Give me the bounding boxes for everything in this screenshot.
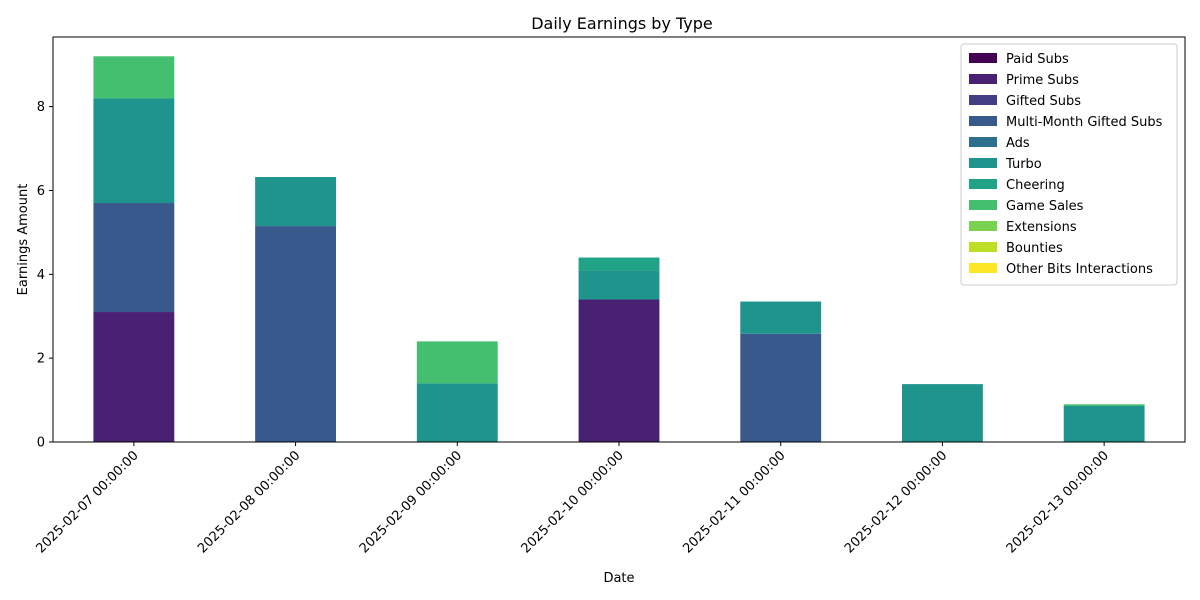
y-tick-label-1: 2 (37, 352, 45, 367)
legend-label-0: Paid Subs (1006, 52, 1069, 67)
legend-swatch-1 (969, 74, 997, 84)
bar-segment-2-5 (416, 383, 498, 442)
legend-swatch-9 (969, 242, 997, 252)
y-tick-label-4: 8 (37, 100, 45, 115)
x-tick-label-6: 2025-02-13 00:00:00 (1004, 448, 1112, 556)
legend-swatch-2 (969, 95, 997, 105)
legend-label-10: Other Bits Interactions (1006, 262, 1153, 277)
bar-segment-5-5 (902, 384, 983, 442)
legend-label-5: Turbo (1005, 157, 1042, 172)
y-tick-label-0: 0 (37, 436, 45, 451)
y-tick-label-2: 4 (37, 268, 45, 283)
legend-label-9: Bounties (1006, 241, 1063, 256)
legend-label-2: Gifted Subs (1006, 94, 1081, 109)
x-tick-label-0: 2025-02-07 00:00:00 (33, 448, 141, 556)
x-tick-label-1: 2025-02-08 00:00:00 (195, 448, 303, 556)
x-axis-label: Date (603, 571, 634, 586)
bar-segment-3-5 (578, 270, 660, 300)
x-tick-label-2: 2025-02-09 00:00:00 (357, 448, 465, 556)
legend-label-6: Cheering (1006, 178, 1065, 193)
x-tick-label-5: 2025-02-12 00:00:00 (842, 448, 950, 556)
bar-segment-3-6 (578, 257, 660, 271)
bar-segment-2-7 (416, 341, 498, 384)
x-axis: 2025-02-07 00:00:00 2025-02-08 00:00:00 20… (33, 442, 1112, 556)
legend: Paid Subs Prime Subs Gifted Subs Multi-Mont… (960, 43, 1178, 286)
bar-segment-0-3 (93, 203, 175, 313)
legend-swatch-8 (969, 221, 997, 231)
y-axis: 0 2 4 6 8 (37, 100, 53, 451)
y-axis-label: Earnings Amount (16, 184, 31, 296)
chart-title: Daily Earnings by Type (531, 14, 713, 33)
legend-label-8: Extensions (1006, 220, 1077, 235)
bar-segment-1-5 (255, 177, 336, 227)
legend-swatch-7 (969, 200, 997, 210)
legend-label-7: Game Sales (1006, 199, 1084, 214)
bar-segment-0-7 (93, 56, 175, 99)
legend-swatch-6 (969, 179, 997, 189)
legend-label-1: Prime Subs (1006, 73, 1079, 88)
legend-swatch-5 (969, 158, 997, 168)
bar-segment-3-1 (578, 299, 660, 442)
bar-segment-6-7 (1063, 404, 1145, 406)
x-tick-label-4: 2025-02-11 00:00:00 (680, 448, 788, 556)
bar-segment-4-5 (740, 301, 822, 334)
bar-segment-0-5 (93, 98, 175, 204)
bar-segment-1-3 (255, 226, 336, 442)
legend-swatch-3 (969, 116, 997, 126)
bar-segment-4-3 (740, 333, 822, 442)
x-tick-label-3: 2025-02-10 00:00:00 (519, 448, 627, 556)
legend-label-4: Ads (1006, 136, 1030, 151)
legend-swatch-10 (969, 263, 997, 273)
bar-segment-0-1 (93, 312, 175, 442)
legend-frame (960, 43, 1178, 286)
legend-swatch-0 (969, 53, 997, 63)
legend-label-3: Multi-Month Gifted Subs (1006, 115, 1163, 130)
bars-group (93, 56, 1145, 442)
legend-swatch-4 (969, 137, 997, 147)
bar-segment-6-5 (1063, 405, 1145, 442)
y-tick-label-3: 6 (37, 184, 45, 199)
